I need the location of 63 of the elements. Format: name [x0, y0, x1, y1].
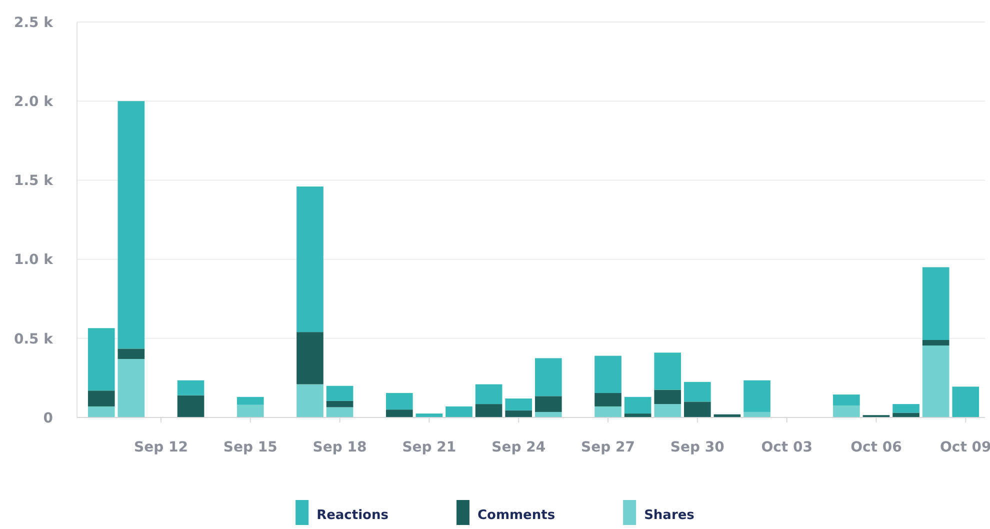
bar — [326, 407, 354, 418]
bar — [654, 352, 682, 390]
bar — [922, 340, 950, 346]
x-tick-label: Oct 03 — [761, 440, 812, 456]
y-tick-label: 0.5 k — [14, 331, 54, 348]
x-tick-label: Oct 06 — [850, 440, 902, 456]
x-tick-label: Oct 09 — [940, 440, 990, 456]
legend-label: Reactions — [316, 508, 389, 523]
bar — [177, 380, 204, 396]
bar — [833, 394, 860, 406]
bar — [594, 406, 622, 418]
bar — [475, 384, 502, 404]
bar — [684, 402, 711, 418]
bar — [326, 400, 354, 408]
bar — [594, 392, 622, 406]
bar — [654, 390, 682, 404]
bar — [534, 412, 562, 418]
bar — [236, 396, 264, 405]
bar — [744, 412, 770, 418]
bar — [88, 328, 115, 391]
bar — [296, 186, 324, 332]
bar — [624, 396, 652, 414]
x-tick-label: Sep 12 — [134, 440, 188, 456]
bar — [296, 384, 324, 418]
bar — [684, 382, 711, 402]
bar — [534, 358, 562, 396]
bar — [446, 406, 472, 418]
bar — [326, 386, 354, 401]
bar — [296, 332, 324, 384]
x-tick-label: Sep 27 — [581, 440, 635, 456]
bar — [594, 356, 622, 393]
x-tick-label: Sep 21 — [402, 440, 456, 456]
y-tick-label: 1.5 k — [14, 173, 54, 190]
bar — [952, 386, 980, 418]
y-tick-label: 1.0 k — [14, 252, 54, 268]
bar — [386, 392, 413, 410]
bar — [744, 380, 770, 412]
bar — [236, 404, 264, 418]
y-tick-label: 2.5 k — [14, 14, 54, 31]
x-tick-label: Sep 24 — [492, 440, 546, 456]
bar — [88, 390, 115, 406]
legend-label: Shares — [644, 508, 695, 523]
y-tick-label: 0 — [43, 410, 54, 426]
bar — [922, 267, 950, 340]
legend-label: Comments — [477, 508, 556, 523]
bar — [922, 346, 950, 418]
bar — [833, 406, 860, 418]
bar — [534, 396, 562, 412]
x-tick-label: Sep 30 — [670, 440, 725, 456]
bar — [892, 404, 920, 413]
bar — [654, 404, 682, 418]
bar — [118, 101, 145, 349]
bar — [177, 395, 204, 418]
bar — [505, 410, 532, 418]
x-tick-label: Sep 18 — [312, 440, 367, 456]
bar — [118, 348, 145, 359]
bar — [386, 410, 413, 418]
x-tick-label: Sep 15 — [223, 440, 278, 456]
bar — [475, 404, 502, 418]
bar — [118, 358, 145, 418]
bar — [505, 398, 532, 410]
bar — [88, 406, 115, 418]
y-tick-label: 2.0 k — [14, 94, 54, 110]
